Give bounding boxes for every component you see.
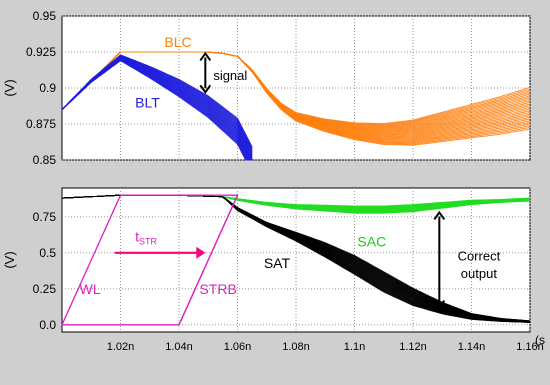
x-tick-label: 1.04n [165,341,193,353]
output-arrow-head-down [433,299,446,310]
bottom-x-ticks: 1.02n 1.04n 1.06n 1.08n 1.1n 1.12n 1.14n 1.16n [107,341,544,353]
tstr-arrow-head [196,246,206,259]
top-y-tick-label: 0.925 [26,45,56,59]
top-plot-panel: 0.95 0.925 0.9 0.875 0.85 (V) BLC BLT signal [2,9,531,167]
top-y-axis-label: (V) [2,79,17,96]
signal-arrow-head-down [199,84,212,95]
strb-trace [178,194,239,326]
tstr-arrow [114,246,206,259]
blc-label: BLC [164,34,191,50]
bottom-y-tick-label: 0.5 [39,246,56,260]
x-axis-unit-label: (s [535,333,545,347]
signal-arrow-head-up [199,51,212,62]
top-y-tick-label: 0.95 [33,9,57,23]
x-tick-label: 1.14n [458,341,486,353]
sac-label: SAC [357,233,386,249]
top-y-tick-label: 0.875 [26,117,56,131]
blt-trace [61,54,253,148]
x-tick-label: 1.16n [516,341,544,353]
correct-output-double-arrow [433,210,446,310]
bottom-y-tick-label: 0.0 [39,318,56,332]
blt-label: BLT [135,94,160,110]
sat-label: SAT [264,255,291,271]
bottom-y-ticks: 0.75 0.5 0.25 0.0 [33,210,57,332]
x-tick-label: 1.02n [107,341,135,353]
tstr-label: tSTR [135,228,157,246]
signal-label: signal [213,68,247,83]
bottom-plot-panel: 0.750.50.250.0 1.02n 1.04n 1.06n 1.08n 1.1n 1… [2,187,545,353]
x-tick-label: 1.1n [344,341,365,353]
bottom-y-tick-label: 0.75 [33,210,57,224]
correct-output-label-line2: output [461,266,498,281]
x-tick-label: 1.08n [282,341,310,353]
top-y-tick-label: 0.85 [33,153,57,167]
correct-output-label-line1: Correct [458,249,501,264]
signal-double-arrow [199,51,212,95]
wl-label: WL [80,281,101,297]
top-y-tick-label: 0.9 [39,81,56,95]
strb-label: STRB [199,281,236,297]
bottom-y-tick-label: 0.25 [33,282,57,296]
x-tick-label: 1.06n [224,341,252,353]
bottom-traces [61,194,531,326]
x-tick-label: 1.12n [399,341,427,353]
blc-trace [61,51,531,125]
output-arrow-head-up [433,210,446,221]
top-y-ticks: 0.95 0.925 0.9 0.875 0.85 [26,9,56,167]
bottom-y-axis-label: (V) [2,251,17,268]
tstr-label-main: t [135,228,139,244]
top-traces [61,51,531,161]
tstr-label-sub: STR [139,236,158,246]
